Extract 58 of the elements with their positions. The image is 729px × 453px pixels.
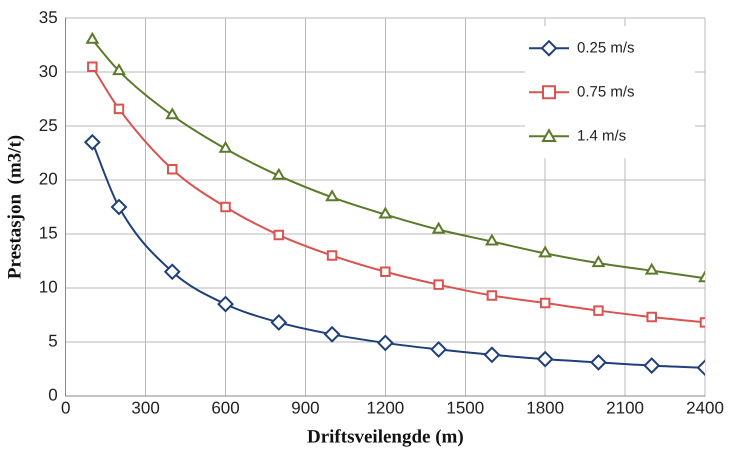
point — [272, 168, 286, 180]
x-tick-label: 0 — [60, 398, 70, 418]
x-tick-label: 600 — [211, 398, 240, 418]
y-tick-label: 35 — [38, 8, 58, 27]
y-tick-label: 20 — [38, 170, 58, 189]
x-tick-label: 900 — [291, 398, 320, 418]
legend-label: 0.25 m/s — [577, 39, 635, 56]
point — [540, 298, 550, 308]
point — [166, 108, 178, 120]
point — [220, 202, 231, 212]
x-tick-label: 2100 — [606, 398, 644, 418]
point — [538, 246, 552, 258]
point — [84, 134, 100, 150]
point — [219, 142, 232, 153]
point — [537, 351, 554, 368]
point — [380, 266, 391, 277]
point — [324, 326, 340, 342]
y-tick-label: 5 — [48, 332, 58, 351]
point — [377, 334, 394, 351]
point — [218, 296, 234, 312]
point — [486, 234, 498, 246]
point — [86, 32, 99, 44]
point — [432, 222, 445, 234]
point — [167, 164, 178, 174]
point — [486, 290, 498, 301]
point — [592, 256, 605, 268]
point — [326, 250, 338, 261]
point — [430, 341, 447, 358]
legend-label: 0.75 m/s — [577, 83, 635, 100]
y-tick-label: 30 — [38, 62, 58, 81]
x-tick-label: 2400 — [686, 398, 724, 418]
point — [379, 208, 392, 219]
point — [274, 230, 284, 240]
point — [646, 312, 657, 322]
point — [326, 190, 338, 202]
point — [433, 279, 444, 290]
point — [593, 305, 604, 316]
x-tick-label: 1200 — [366, 398, 404, 418]
y-tick-label: 15 — [38, 224, 58, 243]
y-tick-label: 25 — [38, 116, 58, 135]
point — [112, 64, 126, 76]
x-tick-label: 1800 — [526, 398, 564, 418]
point — [484, 346, 500, 363]
point — [87, 62, 98, 72]
point — [110, 199, 127, 215]
x-tick-label: 1500 — [446, 398, 484, 418]
point — [644, 358, 660, 374]
point — [270, 314, 287, 330]
point — [590, 354, 606, 370]
y-tick-label: 0 — [48, 385, 58, 404]
y-tick-label: 10 — [38, 278, 58, 297]
x-tick-label: 300 — [131, 398, 160, 418]
x-axis-title: Driftsveilengde (m) — [306, 426, 464, 448]
point — [646, 264, 658, 275]
legend-label: 1.4 m/s — [577, 127, 626, 144]
y-axis-title: Prestasjon (m3/t) — [4, 134, 26, 280]
point — [164, 264, 180, 280]
point — [114, 104, 124, 114]
